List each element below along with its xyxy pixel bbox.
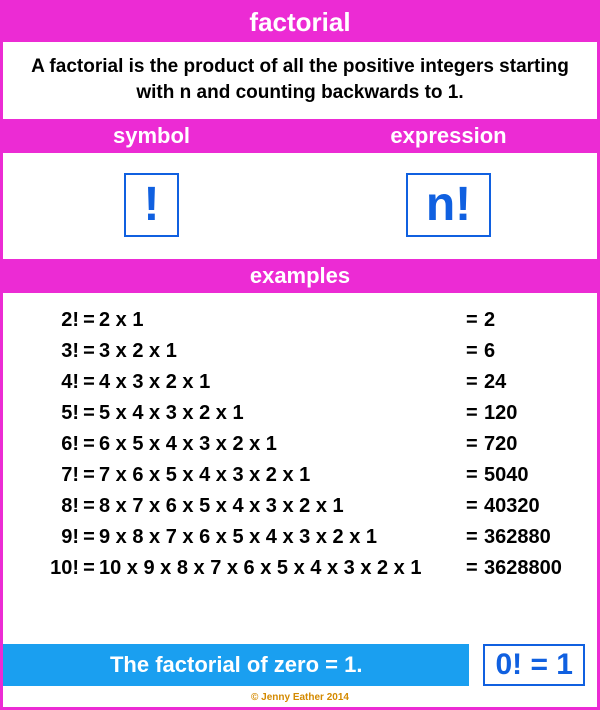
title-bar: factorial bbox=[3, 3, 597, 42]
example-row: 3!=3 x 2 x 1= 6 bbox=[25, 336, 579, 367]
equals-sign: = bbox=[79, 491, 99, 522]
example-label: 2! bbox=[25, 305, 79, 336]
example-result: 40320 bbox=[484, 491, 579, 522]
example-expansion: 9 x 8 x 7 x 6 x 5 x 4 x 3 x 2 x 1 bbox=[99, 522, 466, 553]
example-expansion: 7 x 6 x 5 x 4 x 3 x 2 x 1 bbox=[99, 460, 466, 491]
equals-sign: = bbox=[79, 336, 99, 367]
examples-header: examples bbox=[3, 259, 597, 293]
zero-factorial-box: 0! = 1 bbox=[483, 644, 585, 686]
example-row: 9!=9 x 8 x 7 x 6 x 5 x 4 x 3 x 2 x 1= 36… bbox=[25, 522, 579, 553]
example-label: 4! bbox=[25, 367, 79, 398]
copyright: © Jenny Eather 2014 bbox=[3, 686, 597, 707]
example-result: 362880 bbox=[484, 522, 579, 553]
equals-sign: = bbox=[466, 398, 484, 429]
definition-text: A factorial is the product of all the po… bbox=[3, 42, 597, 119]
equals-sign: = bbox=[466, 336, 484, 367]
example-label: 9! bbox=[25, 522, 79, 553]
example-row: 6!=6 x 5 x 4 x 3 x 2 x 1= 720 bbox=[25, 429, 579, 460]
example-label: 10! bbox=[25, 553, 79, 584]
example-row: 2!=2 x 1= 2 bbox=[25, 305, 579, 336]
symbol-cell: ! bbox=[3, 173, 300, 237]
examples-block: 2!=2 x 1= 23!=3 x 2 x 1= 64!=4 x 3 x 2 x… bbox=[3, 293, 597, 594]
example-result: 24 bbox=[484, 367, 579, 398]
symbol-expression-row: ! n! bbox=[3, 153, 597, 259]
example-expansion: 8 x 7 x 6 x 5 x 4 x 3 x 2 x 1 bbox=[99, 491, 466, 522]
header-expression: expression bbox=[300, 123, 597, 149]
example-label: 6! bbox=[25, 429, 79, 460]
example-expansion: 10 x 9 x 8 x 7 x 6 x 5 x 4 x 3 x 2 x 1 bbox=[99, 553, 466, 584]
example-expansion: 3 x 2 x 1 bbox=[99, 336, 466, 367]
equals-sign: = bbox=[79, 460, 99, 491]
example-label: 8! bbox=[25, 491, 79, 522]
example-result: 6 bbox=[484, 336, 579, 367]
expression-box: n! bbox=[406, 173, 491, 237]
equals-sign: = bbox=[79, 367, 99, 398]
equals-sign: = bbox=[79, 553, 99, 584]
example-row: 8!=8 x 7 x 6 x 5 x 4 x 3 x 2 x 1= 40320 bbox=[25, 491, 579, 522]
header-symbol: symbol bbox=[3, 123, 300, 149]
symbol-box: ! bbox=[124, 173, 180, 237]
footer-row: The factorial of zero = 1. 0! = 1 bbox=[3, 644, 597, 686]
example-row: 7!=7 x 6 x 5 x 4 x 3 x 2 x 1= 5040 bbox=[25, 460, 579, 491]
example-label: 3! bbox=[25, 336, 79, 367]
example-result: 2 bbox=[484, 305, 579, 336]
example-expansion: 5 x 4 x 3 x 2 x 1 bbox=[99, 398, 466, 429]
equals-sign: = bbox=[79, 522, 99, 553]
example-row: 10!=10 x 9 x 8 x 7 x 6 x 5 x 4 x 3 x 2 x… bbox=[25, 553, 579, 584]
equals-sign: = bbox=[466, 553, 484, 584]
example-expansion: 4 x 3 x 2 x 1 bbox=[99, 367, 466, 398]
equals-sign: = bbox=[79, 305, 99, 336]
example-expansion: 2 x 1 bbox=[99, 305, 466, 336]
equals-sign: = bbox=[79, 429, 99, 460]
spacer bbox=[3, 594, 597, 638]
symbol-expression-header: symbol expression bbox=[3, 119, 597, 153]
expression-cell: n! bbox=[300, 173, 597, 237]
example-row: 4!=4 x 3 x 2 x 1= 24 bbox=[25, 367, 579, 398]
equals-sign: = bbox=[466, 491, 484, 522]
example-expansion: 6 x 5 x 4 x 3 x 2 x 1 bbox=[99, 429, 466, 460]
equals-sign: = bbox=[466, 305, 484, 336]
equals-sign: = bbox=[79, 398, 99, 429]
example-row: 5!=5 x 4 x 3 x 2 x 1= 120 bbox=[25, 398, 579, 429]
equals-sign: = bbox=[466, 460, 484, 491]
equals-sign: = bbox=[466, 367, 484, 398]
equals-sign: = bbox=[466, 429, 484, 460]
zero-factorial-text: The factorial of zero = 1. bbox=[3, 644, 469, 686]
example-result: 120 bbox=[484, 398, 579, 429]
example-label: 5! bbox=[25, 398, 79, 429]
example-result: 720 bbox=[484, 429, 579, 460]
example-result: 5040 bbox=[484, 460, 579, 491]
equals-sign: = bbox=[466, 522, 484, 553]
example-result: 3628800 bbox=[484, 553, 579, 584]
example-label: 7! bbox=[25, 460, 79, 491]
